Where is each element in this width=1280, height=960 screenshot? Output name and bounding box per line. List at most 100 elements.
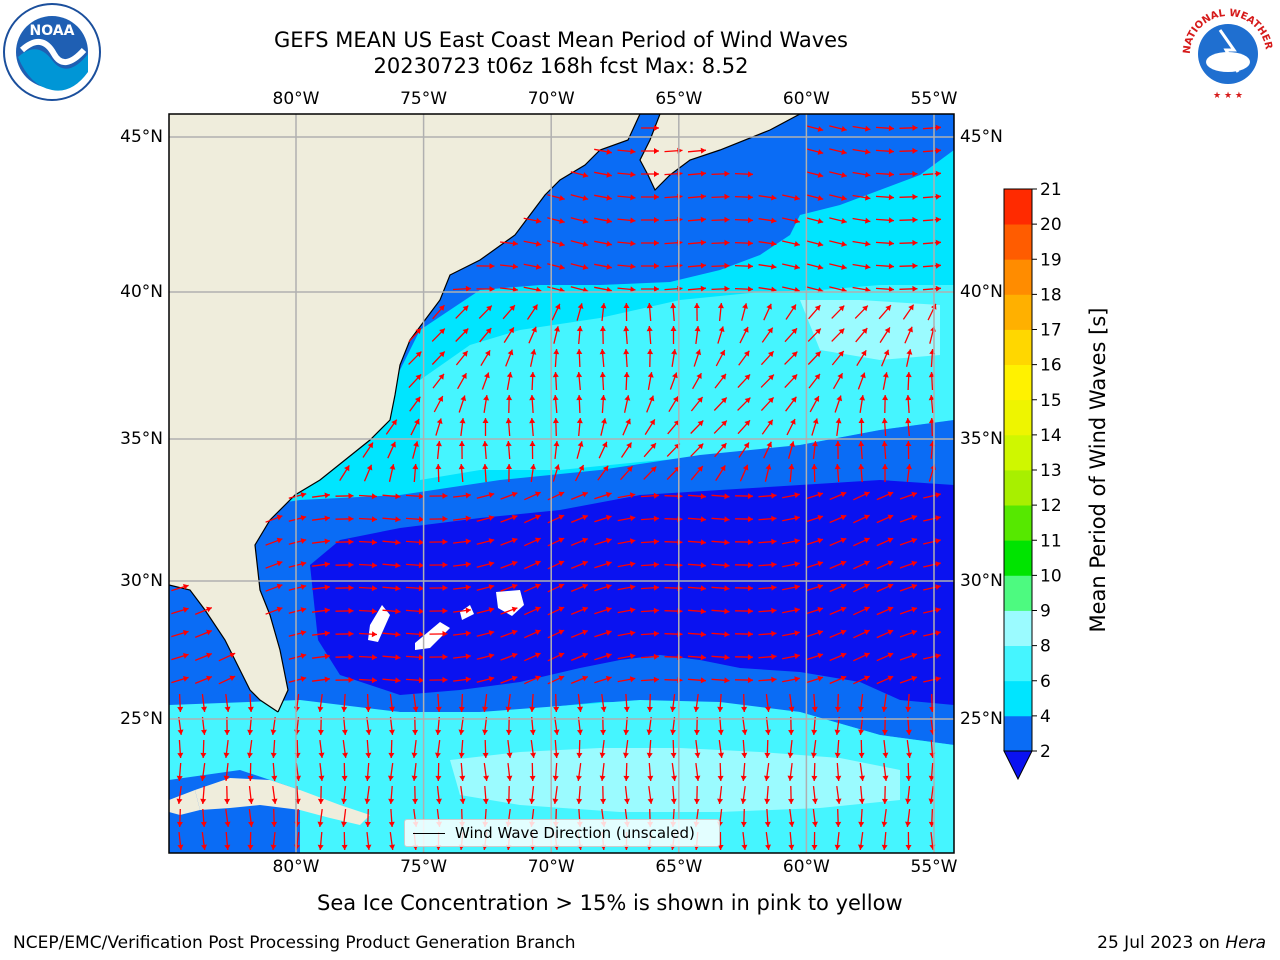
- wave-arrow-head: [841, 218, 847, 224]
- wave-arrow-head: [606, 194, 612, 201]
- wave-arrow-head: [724, 216, 730, 223]
- wave-arrow-head: [650, 466, 657, 473]
- wave-arrow-head: [624, 395, 631, 401]
- wave-arrow-head: [529, 729, 536, 735]
- wave-arrow-head: [418, 585, 424, 592]
- wave-arrow-head: [559, 195, 565, 201]
- wave-arrow-head: [700, 216, 706, 223]
- wave-arrow-head: [389, 844, 395, 850]
- wave-arrow-head: [747, 171, 753, 178]
- wave-arrow-head: [650, 443, 656, 449]
- wave-arrow-head: [206, 629, 212, 636]
- gridlines: [169, 114, 954, 853]
- wave-arrow-head: [654, 125, 659, 131]
- wave-arrow-head: [458, 464, 465, 470]
- wave-arrow-head: [858, 418, 865, 423]
- wave-arrow-head: [812, 798, 818, 804]
- wave-arrow-head: [552, 372, 559, 378]
- wave-arrow-head: [626, 466, 633, 472]
- wave-arrow-head: [413, 441, 419, 447]
- wave-arrow-head: [183, 630, 189, 636]
- wave-arrow-head: [582, 491, 588, 498]
- wave-arrow-head: [317, 706, 324, 712]
- wave-arrow-head: [488, 607, 495, 613]
- wave-arrow-head: [324, 538, 330, 545]
- colorbar-segment: [1004, 575, 1032, 611]
- wave-arrow-head: [482, 752, 489, 758]
- wave-arrow-head: [534, 606, 541, 613]
- wave-arrow-head: [606, 148, 612, 155]
- wave-arrow-head: [201, 706, 207, 712]
- wave-arrow-head: [582, 606, 588, 613]
- wave-arrow-head: [841, 126, 847, 132]
- wave-arrow-head: [882, 372, 889, 378]
- lon-tick-label: 60°W: [782, 857, 830, 877]
- wave-arrow-head: [841, 195, 847, 201]
- wave-arrow-head: [576, 752, 583, 758]
- wave-arrow-head: [724, 193, 730, 200]
- colorbar-segment: [1004, 224, 1032, 260]
- wave-arrow-head: [747, 240, 753, 247]
- wave-arrow-head: [623, 372, 630, 378]
- wave-arrow-head: [841, 149, 847, 155]
- wave-arrow-head: [646, 752, 653, 758]
- wave-arrow-head: [300, 676, 307, 682]
- wave-arrow-head: [488, 584, 495, 590]
- wave-arrow-head: [388, 821, 395, 827]
- wave-arrow-head: [794, 492, 800, 499]
- lat-tick-label: 35°N: [960, 429, 1003, 449]
- land-north-america: [169, 114, 640, 712]
- wave-arrow-head: [724, 585, 730, 592]
- wave-arrow-head: [412, 464, 419, 470]
- wave-arrow-head: [371, 631, 377, 638]
- wave-arrow-head: [482, 441, 489, 447]
- wave-arrow-head: [529, 418, 536, 424]
- wave-arrow-head: [606, 263, 612, 270]
- wave-arrow-head: [717, 303, 724, 309]
- wave-arrow-head: [600, 798, 607, 804]
- wave-arrow-head: [740, 798, 747, 804]
- wave-arrow-head: [348, 492, 354, 499]
- wave-arrow-head: [465, 630, 471, 637]
- wave-arrow-head: [817, 560, 823, 567]
- wave-arrow-head: [442, 492, 448, 499]
- colorbar-segment: [1004, 259, 1032, 295]
- wave-arrow-head: [248, 821, 254, 827]
- wave-arrow-head: [882, 775, 889, 781]
- wave-arrow-head: [771, 653, 777, 660]
- wave-arrow-head: [768, 351, 774, 358]
- wave-arrow-head: [834, 464, 841, 470]
- wave-arrow-head: [535, 263, 542, 270]
- wave-arrow-head: [888, 194, 894, 201]
- wave-arrow-head: [442, 653, 448, 660]
- wave-arrow-head: [224, 844, 231, 850]
- wave-arrow-head: [324, 607, 330, 614]
- wave-arrow-head: [863, 491, 870, 497]
- wave-arrow-head: [558, 629, 565, 635]
- wave-arrow-head: [300, 607, 307, 613]
- wave-arrow-head: [744, 350, 750, 357]
- noaa-logo: NOAA: [3, 3, 101, 101]
- wave-arrow-head: [694, 775, 701, 781]
- wave-arrow-head: [858, 464, 865, 470]
- wave-arrow-head: [364, 775, 371, 781]
- wave-arrow-head: [529, 706, 536, 712]
- wave-arrow-head: [888, 240, 894, 247]
- wave-arrow-head: [200, 775, 206, 781]
- wave-arrow-head: [814, 305, 821, 311]
- wave-arrow-head: [653, 515, 659, 522]
- wave-arrow-head: [577, 729, 583, 735]
- wave-arrow-head: [882, 395, 889, 401]
- colorbar-tick-label: 16: [1040, 356, 1062, 376]
- wave-arrow-head: [881, 798, 888, 804]
- wave-arrow-head: [317, 798, 324, 804]
- wave-arrow-head: [414, 418, 420, 425]
- wave-arrow-head: [788, 821, 795, 827]
- wave-arrow-head: [935, 538, 941, 544]
- wave-arrow-head: [654, 217, 659, 223]
- wave-arrow-head: [653, 653, 659, 660]
- wave-arrow-head: [815, 328, 821, 335]
- wave-arrow-head: [697, 466, 703, 472]
- wave-arrow-head: [768, 374, 774, 381]
- wave-arrow-head: [653, 607, 659, 614]
